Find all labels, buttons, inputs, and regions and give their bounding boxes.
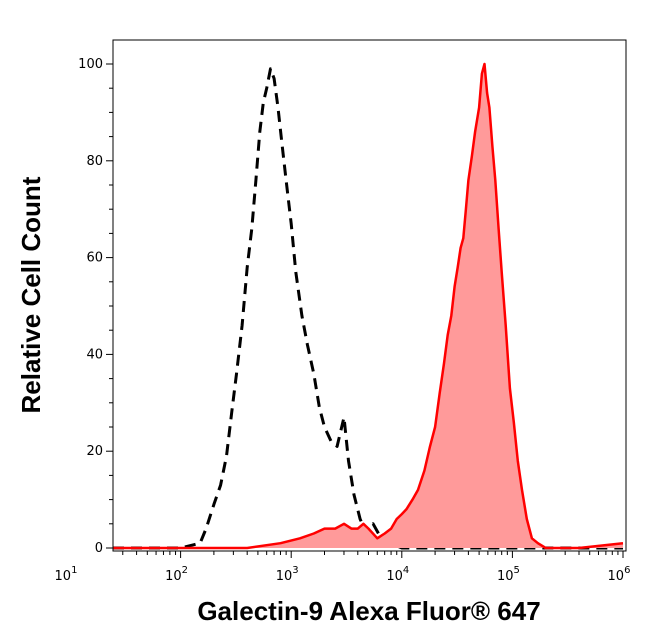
axis-ticks bbox=[106, 63, 624, 558]
y-tick-label: 80 bbox=[86, 154, 103, 169]
series-0-line bbox=[113, 67, 623, 550]
series-1-area bbox=[113, 64, 623, 548]
x-tick-label: 106 bbox=[608, 565, 631, 584]
y-axis-tick-labels: 0 20 40 60 80 100 bbox=[78, 57, 103, 556]
y-axis-title: Relative Cell Count bbox=[16, 176, 46, 413]
series-layer bbox=[113, 62, 624, 550]
x-tick-label: 105 bbox=[497, 565, 520, 584]
y-tick-label: 60 bbox=[86, 251, 103, 266]
plot-frame bbox=[112, 39, 627, 552]
x-tick-label: 104 bbox=[386, 565, 409, 584]
y-tick-label: 0 bbox=[95, 541, 103, 556]
x-tick-label: 103 bbox=[276, 565, 299, 584]
x-axis-tick-labels: 101 102 103 104 105 106 bbox=[55, 565, 631, 584]
y-tick-label: 20 bbox=[86, 444, 103, 459]
y-tick-label: 100 bbox=[78, 57, 103, 72]
x-tick-label: 101 bbox=[55, 565, 78, 584]
series-1-line bbox=[113, 62, 624, 550]
x-axis-title: Galectin-9 Alexa Fluor® 647 bbox=[197, 596, 540, 626]
y-tick-label: 40 bbox=[86, 347, 103, 362]
x-tick-label: 102 bbox=[165, 565, 188, 584]
